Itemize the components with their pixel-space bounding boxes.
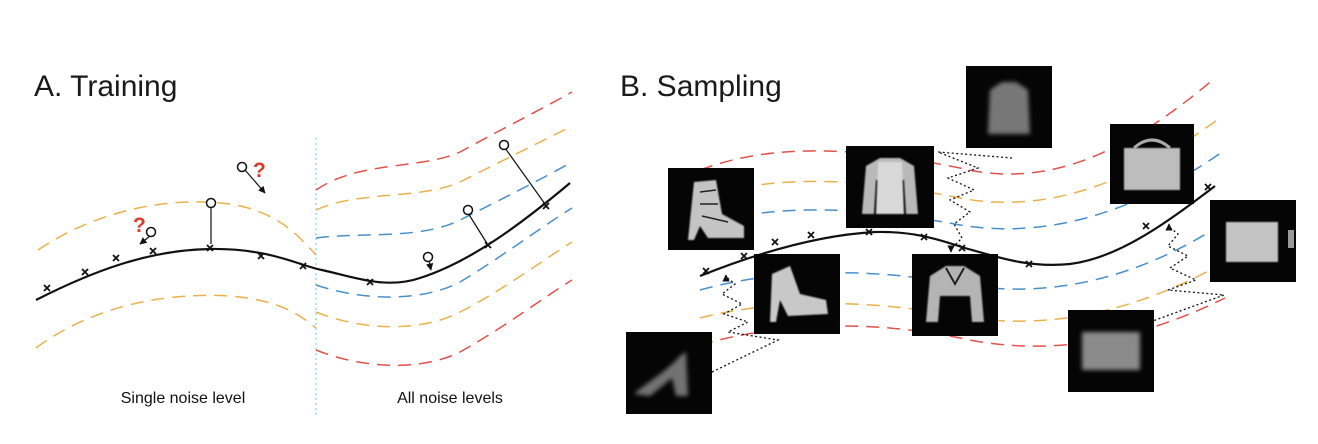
thumbnail-ankle-boot — [668, 168, 754, 250]
noisy-samples: ? ? — [133, 139, 546, 271]
caption-single-noise-level: Single noise level — [121, 390, 246, 407]
band-orange-upper — [315, 125, 573, 211]
panel-sampling-title: B. Sampling — [620, 70, 782, 103]
data-point — [206, 244, 214, 252]
band-red-upper — [315, 91, 573, 191]
score-line — [504, 147, 546, 205]
data-point — [920, 233, 928, 241]
data-point — [958, 244, 966, 252]
unknown-score-arrow — [139, 235, 151, 245]
band-upper-orange — [37, 201, 317, 256]
thumbnail-high-heel — [626, 332, 712, 414]
data-point — [807, 231, 815, 239]
data-point — [149, 247, 157, 255]
langevin-trajectories — [711, 151, 1225, 373]
panel-sampling: B. Sampling — [620, 66, 1296, 414]
score-arrow — [426, 260, 434, 271]
thumbnail-sandal — [754, 254, 840, 334]
noisy-sample — [236, 161, 248, 173]
unknown-score-question: ? — [253, 159, 266, 182]
trajectory-bag-to-bag — [1149, 225, 1225, 323]
data-point-crosses-training — [43, 202, 550, 292]
single-noise-bands — [35, 201, 317, 349]
caption-all-noise-levels: All noise levels — [397, 390, 503, 407]
noisy-sample — [422, 251, 434, 263]
thumbnail-sweater-noisy — [966, 66, 1052, 148]
band-blue-lower — [315, 207, 573, 298]
noisy-sample — [498, 139, 510, 151]
band-red-lower — [315, 279, 573, 367]
noisy-sample — [205, 197, 217, 209]
data-point — [740, 252, 748, 260]
data-point — [702, 267, 710, 275]
data-point-crosses-sampling — [702, 183, 1212, 275]
data-manifold-training — [35, 182, 571, 301]
thumbnail-bag — [1110, 124, 1194, 204]
data-point — [299, 262, 307, 270]
unknown-score-arrow — [244, 169, 266, 194]
data-point — [366, 278, 374, 286]
thumbnail-bag-side — [1210, 200, 1296, 282]
panel-training: A. Training — [34, 70, 573, 415]
trajectory-heel-to-boot — [711, 275, 781, 373]
noisy-sample — [145, 226, 157, 238]
trajectory-sweater-to-shirt — [937, 151, 1013, 251]
unknown-score-question: ? — [133, 214, 146, 237]
band-orange-lower — [315, 241, 573, 328]
band-lower-orange — [35, 294, 317, 349]
all-noise-bands — [315, 91, 573, 367]
data-point — [1025, 260, 1033, 268]
data-point — [1142, 222, 1150, 230]
data-point — [865, 228, 873, 236]
thumbnail-sweater — [846, 146, 934, 228]
panel-training-title: A. Training — [34, 70, 177, 103]
score-line — [467, 212, 489, 246]
thumbnail-bag-noisy — [1068, 310, 1154, 392]
noisy-sample — [462, 204, 474, 216]
data-point — [771, 238, 779, 246]
band-blue-upper — [315, 161, 573, 239]
data-point — [81, 268, 89, 276]
data-point — [43, 284, 51, 292]
data-point — [257, 252, 265, 260]
thumbnail-shirt — [912, 254, 998, 336]
data-point — [1204, 183, 1212, 191]
data-point — [542, 202, 550, 210]
data-point — [112, 254, 120, 262]
data-manifold-sampling — [699, 185, 1216, 278]
